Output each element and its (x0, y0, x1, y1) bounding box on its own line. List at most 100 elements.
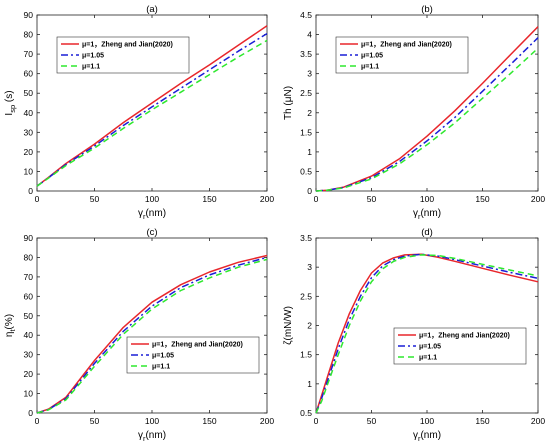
panel-label: (d) (421, 227, 433, 238)
panel-label: (c) (146, 227, 157, 238)
y-tick-label: 40 (24, 330, 34, 340)
y-tick-label: 1 (307, 147, 312, 157)
y-tick-label: 30 (24, 127, 34, 137)
y-tick-label: 80 (24, 30, 34, 40)
series-line-3 (315, 47, 539, 192)
legend-label: μ=1.1 (152, 364, 170, 371)
x-axis-label: γr(nm) (138, 208, 166, 221)
y-axis-label: ζ(mN/W) (283, 306, 294, 345)
panel-label: (b) (421, 4, 433, 15)
x-tick-label: 200 (260, 416, 274, 426)
chart-panel-2: 0 50 100 150 200 0 0.5 1 1.5 2 2.5 3 3.5 4 4.5 (b) γr(nm… (283, 4, 545, 221)
x-axis-label: γr(nm) (138, 430, 166, 443)
legend-label: μ=1，Zheng and Jian(2020) (361, 42, 452, 49)
x-tick-label: 200 (260, 194, 274, 204)
plot-frame (315, 237, 539, 414)
y-tick-label: 70 (24, 49, 34, 59)
x-tick-label: 0 (314, 194, 319, 204)
x-axis-label: γr(nm) (413, 208, 441, 221)
legend: μ=1，Zheng and Jian(2020) μ=1.05 μ=1.1 (56, 36, 190, 74)
y-tick-label: 40 (24, 108, 34, 118)
chart-panel-4: 0 50 100 150 200 0.5 1 1.5 2 2.5 3 3.5 (d) γr(nm) ζ(mN… (283, 227, 545, 443)
y-tick-label: 0.5 (300, 166, 312, 176)
legend: μ=1，Zheng and Jian(2020) μ=1.05 μ=1.1 (393, 327, 527, 365)
plot-frame (36, 237, 268, 414)
y-tick-label: 1 (307, 379, 312, 389)
y-tick-label: 2 (307, 321, 312, 331)
y-tick-label: 70 (24, 272, 34, 282)
y-tick-label: 3.5 (300, 49, 312, 59)
y-axis-label: Th (μN) (283, 86, 294, 120)
y-tick-label: 0 (28, 408, 33, 418)
y-tick-label: 0 (307, 186, 312, 196)
x-tick-label: 50 (367, 416, 377, 426)
legend: μ=1，Zheng and Jian(2020) μ=1.05 μ=1.1 (335, 36, 469, 74)
y-tick-label: 20 (24, 147, 34, 157)
legend-label: μ=1.1 (361, 64, 379, 71)
y-tick-label: 2.5 (300, 291, 312, 301)
y-tick-label: 30 (24, 350, 34, 360)
legend-label: μ=1.05 (152, 353, 174, 360)
series-line-3 (36, 39, 268, 187)
x-tick-label: 100 (420, 194, 434, 204)
x-tick-label: 150 (475, 416, 489, 426)
y-tick-label: 0 (28, 186, 33, 196)
legend-label: μ=1.05 (361, 53, 383, 60)
series-line-1 (315, 253, 539, 414)
x-axis-label: γr(nm) (413, 430, 441, 443)
x-tick-label: 100 (145, 416, 159, 426)
x-tick-label: 150 (202, 194, 216, 204)
legend-label: μ=1.1 (82, 64, 100, 71)
x-tick-label: 200 (531, 416, 545, 426)
y-tick-label: 80 (24, 252, 34, 262)
legend-label: μ=1.05 (419, 344, 441, 351)
panel-label: (a) (146, 4, 158, 15)
x-tick-label: 0 (314, 416, 319, 426)
x-tick-label: 200 (531, 194, 545, 204)
series-line-2 (315, 37, 539, 192)
y-tick-label: 3 (307, 262, 312, 272)
y-axis-label: ηt(%) (4, 314, 17, 337)
y-tick-label: 10 (24, 166, 34, 176)
series-line-1 (36, 254, 268, 414)
x-tick-label: 50 (367, 194, 377, 204)
chart-panel-1: 0 50 100 150 200 0 10 20 30 40 50 60 70 80 90 (a) γr(nm)… (4, 4, 274, 221)
chart-panel-3: 0 50 100 150 200 0 10 20 30 40 50 60 70 80 90 (c) γr(nm)… (4, 227, 274, 443)
legend-label: μ=1，Zheng and Jian(2020) (419, 333, 510, 340)
legend-label: μ=1.1 (419, 355, 437, 362)
y-tick-label: 1.5 (300, 127, 312, 137)
x-tick-label: 100 (420, 416, 434, 426)
x-tick-label: 0 (35, 416, 40, 426)
x-tick-label: 50 (90, 194, 100, 204)
legend-label: μ=1.05 (82, 53, 104, 60)
series-line-2 (315, 253, 539, 414)
x-tick-label: 50 (90, 416, 100, 426)
legend: μ=1，Zheng and Jian(2020) μ=1.05 μ=1.1 (126, 336, 260, 374)
y-tick-label: 2.5 (300, 88, 312, 98)
x-tick-label: 0 (35, 194, 40, 204)
series-line-2 (36, 256, 268, 414)
x-tick-label: 150 (475, 194, 489, 204)
y-tick-label: 3 (307, 69, 312, 79)
y-tick-label: 90 (24, 233, 34, 243)
y-tick-label: 2 (307, 108, 312, 118)
legend-label: μ=1，Zheng and Jian(2020) (82, 42, 173, 49)
y-tick-label: 60 (24, 291, 34, 301)
y-tick-label: 4.5 (300, 10, 312, 20)
y-tick-label: 10 (24, 389, 34, 399)
y-tick-label: 50 (24, 88, 34, 98)
y-tick-label: 90 (24, 10, 34, 20)
legend-label: μ=1，Zheng and Jian(2020) (152, 342, 243, 349)
y-tick-label: 50 (24, 311, 34, 321)
series-line-3 (36, 258, 268, 414)
y-tick-label: 60 (24, 69, 34, 79)
y-tick-label: 20 (24, 369, 34, 379)
x-tick-label: 150 (202, 416, 216, 426)
y-tick-label: 1.5 (300, 350, 312, 360)
y-tick-label: 0.5 (300, 408, 312, 418)
x-tick-label: 100 (145, 194, 159, 204)
y-tick-label: 4 (307, 30, 312, 40)
y-axis-label: Isp (s) (4, 90, 17, 115)
y-tick-label: 3.5 (300, 233, 312, 243)
